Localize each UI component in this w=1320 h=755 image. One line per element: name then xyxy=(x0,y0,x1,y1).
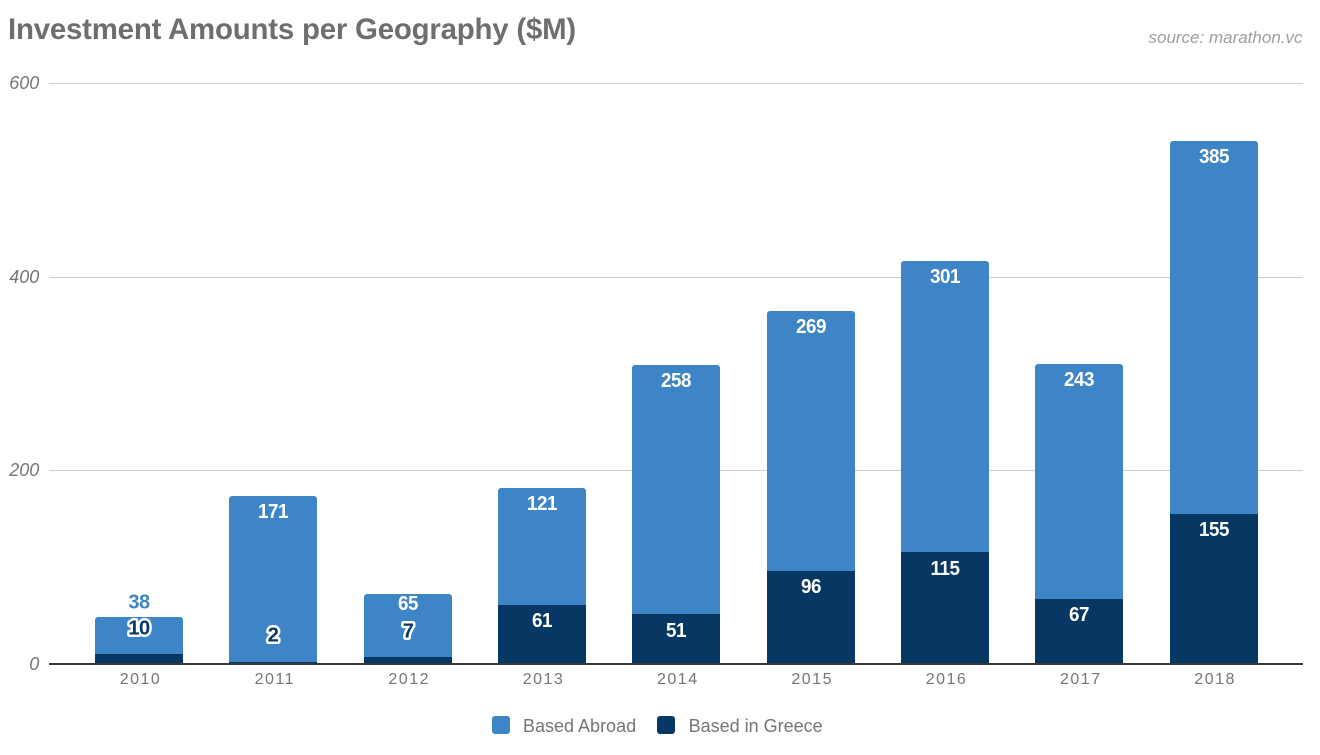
svg-text:38: 38 xyxy=(128,591,150,613)
svg-text:7: 7 xyxy=(402,620,413,642)
svg-text:10: 10 xyxy=(128,617,150,639)
svg-text:2: 2 xyxy=(268,625,279,647)
